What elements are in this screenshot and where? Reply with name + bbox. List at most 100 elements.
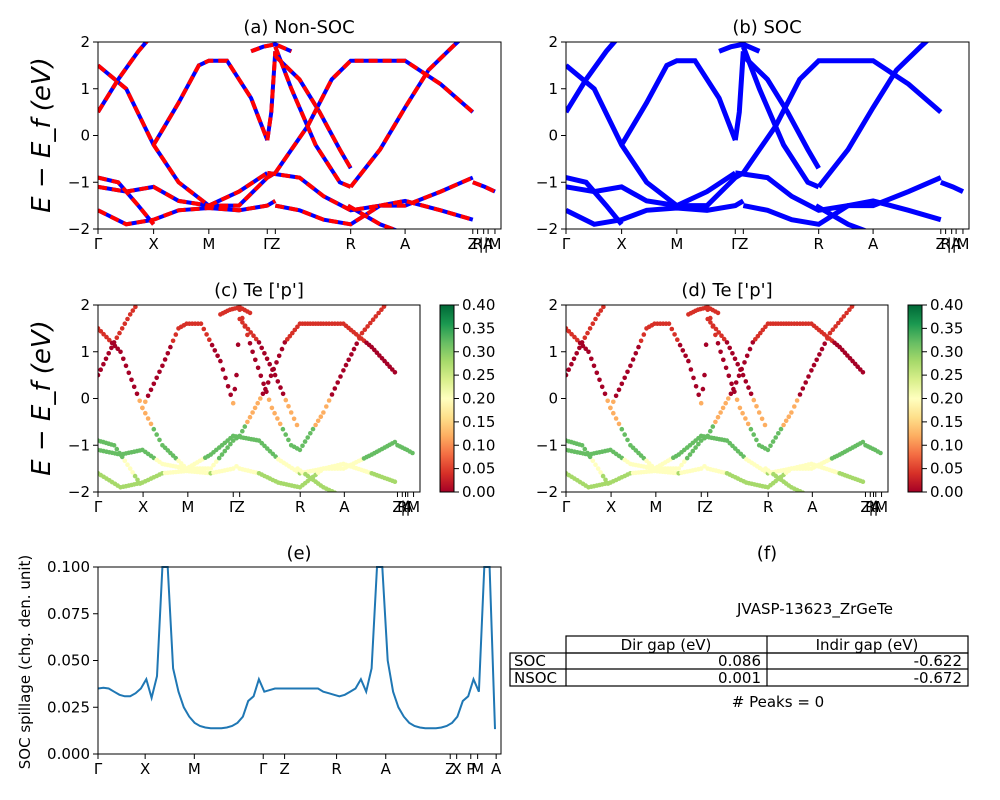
projected-band-point [743, 379, 749, 384]
projected-band-point [716, 330, 721, 335]
projected-band-point [809, 368, 814, 373]
band-line [151, 58, 270, 146]
projected-band-point [743, 416, 748, 421]
projected-band-point [240, 320, 245, 325]
projected-band-point [117, 450, 122, 456]
projected-band-point [693, 384, 699, 389]
projected-band-point [138, 297, 143, 302]
projected-band-point [245, 419, 250, 425]
projected-band-point [266, 397, 272, 403]
projected-band-point [836, 320, 841, 326]
projected-band-point [157, 437, 162, 443]
table-header-dir: Dir gap (eV) [621, 636, 712, 654]
x-tick-label: Γ [697, 498, 706, 516]
projected-band-point [126, 370, 132, 376]
y-tick-label: −1 [536, 436, 558, 454]
table-row-soc-indir: -0.622 [914, 652, 962, 670]
projected-band-point [602, 391, 608, 397]
projected-band-point [346, 357, 352, 363]
projected-band-point [603, 477, 608, 483]
projected-band-point [587, 326, 593, 331]
projected-band-point [305, 435, 311, 440]
panel-c: (c) Te ['p'] 210−1−2Γ X M ΓZ R A ZR||AM 0.400.… [27, 280, 495, 516]
projected-band-point [616, 387, 622, 393]
projected-band-point [234, 464, 239, 469]
x-tick-label: Z [235, 498, 245, 516]
band-line [718, 42, 761, 54]
projected-band-point [817, 352, 822, 357]
y-tick-label: 0.025 [47, 698, 90, 716]
projected-band-point [160, 363, 165, 369]
projected-band-point [737, 405, 743, 411]
table-row-soc-dir: 0.086 [718, 652, 761, 670]
projected-band-point [736, 373, 742, 379]
projected-band-point [297, 447, 303, 453]
panel-c-ylabel: E − E_f (eV) [27, 320, 57, 476]
projected-band-point [247, 341, 253, 346]
x-tick-label: X [148, 235, 158, 253]
projected-band-point [732, 356, 738, 362]
projected-band-point [677, 342, 683, 348]
x-tick-label: M [875, 498, 888, 516]
projected-band-point [763, 324, 768, 330]
y-tick-label: 0.100 [47, 558, 90, 576]
projected-band-point [207, 337, 212, 343]
projected-band-point [392, 439, 398, 445]
projected-band-point [585, 450, 590, 456]
projected-band-point [242, 323, 248, 329]
projected-band-point [715, 341, 721, 346]
projected-band-point [814, 357, 819, 363]
projected-band-point [321, 410, 326, 415]
projected-band-point [154, 432, 159, 437]
x-tick-label: Z [860, 498, 870, 516]
projected-band-point [242, 424, 248, 429]
x-tick-label: P [466, 760, 475, 778]
projected-band-point [715, 414, 721, 420]
projected-band-point [633, 351, 639, 356]
x-tick-label: Z [392, 498, 402, 516]
x-tick-label: R [331, 760, 341, 778]
projected-band-point [860, 439, 866, 445]
projected-band-point [104, 334, 109, 340]
projected-band-point [270, 367, 275, 373]
colorbar-tick-label: 0.20 [462, 390, 495, 408]
projected-band-point [726, 373, 732, 379]
projected-band-point [279, 346, 285, 352]
x-tick-label: || [400, 498, 410, 516]
projected-band-point [376, 310, 381, 316]
projected-band-point [855, 298, 860, 303]
projected-band-point [760, 327, 766, 333]
x-tick-label: R [940, 235, 950, 253]
projected-band-point [287, 333, 293, 339]
projected-band-point [755, 333, 761, 339]
projected-band-point [145, 416, 151, 421]
projected-band-point [204, 332, 209, 337]
x-tick-label: M [407, 498, 420, 516]
projected-band-point [157, 369, 162, 375]
panel-a-ticks: 210−1−2Γ X M ΓZ R A ZR||AM [68, 33, 502, 253]
table-row-nsoc-label: NSOC [514, 669, 557, 687]
projected-band-point [103, 356, 109, 362]
x-tick-label: A [483, 235, 494, 253]
panel-e-spillage-line [97, 566, 496, 730]
colorbar-tick-label: 0.05 [462, 460, 495, 478]
projected-band-point [675, 337, 680, 343]
projected-band-point [698, 466, 704, 471]
x-tick-label: X [140, 760, 150, 778]
projected-band-point [286, 437, 291, 443]
projected-band-point [789, 410, 794, 415]
projected-band-point [247, 414, 253, 420]
projected-band-point [373, 314, 379, 319]
projected-band-point [700, 386, 706, 392]
band-line [619, 58, 738, 147]
projected-band-point [611, 399, 616, 405]
projected-band-point [338, 493, 343, 498]
projected-band-point [223, 375, 228, 381]
y-tick-label: 0 [80, 127, 90, 145]
projected-band-point [332, 386, 338, 391]
projected-band-point [636, 344, 641, 350]
panel-b-bands-blue [566, 42, 965, 229]
projected-band-point [114, 335, 120, 341]
